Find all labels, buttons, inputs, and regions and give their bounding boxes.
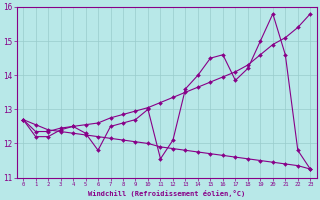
- X-axis label: Windchill (Refroidissement éolien,°C): Windchill (Refroidissement éolien,°C): [88, 190, 245, 197]
